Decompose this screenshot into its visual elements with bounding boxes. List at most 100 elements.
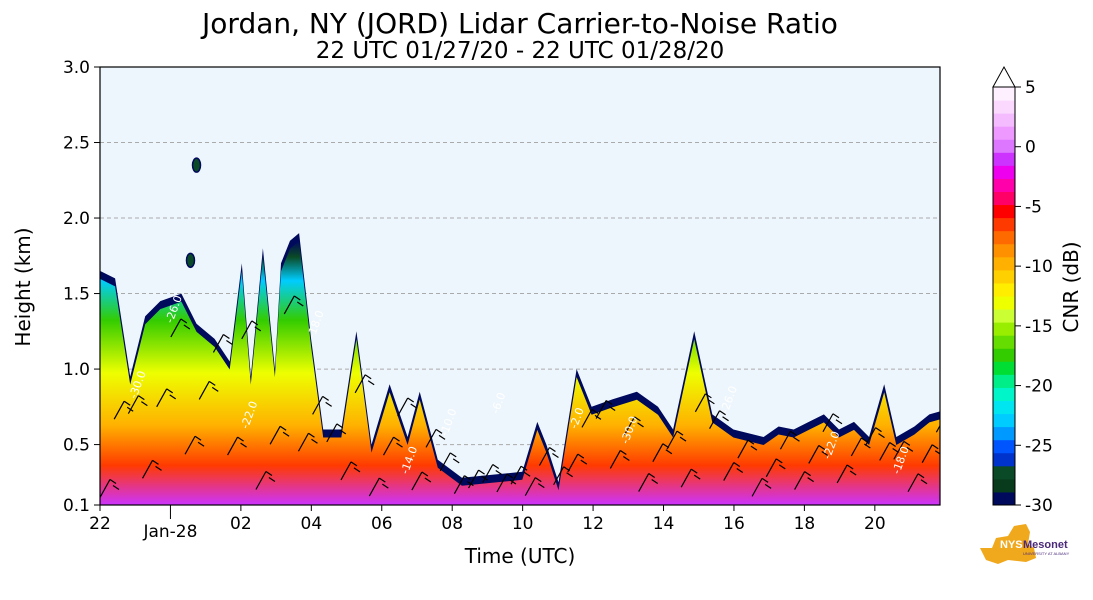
wind-barb	[623, 416, 644, 436]
wind-barb	[340, 461, 361, 481]
colorbar-tick-label: -30	[1025, 496, 1053, 516]
colorbar-tick-label: 5	[1025, 78, 1036, 98]
wind-barb	[411, 471, 432, 491]
colorbar-segment	[993, 178, 1015, 192]
wind-barb	[283, 295, 304, 315]
colorbar-tick-label: -5	[1025, 197, 1042, 217]
y-tick-label: 1.0	[63, 360, 90, 380]
wind-barb	[751, 477, 772, 497]
x-tick-label: 16	[723, 514, 745, 534]
wind-barb	[382, 436, 403, 456]
colorbar-segment	[993, 269, 1015, 284]
wind-barb	[595, 400, 616, 419]
wind-barb	[808, 444, 829, 464]
colorbar-segment	[993, 217, 1015, 232]
wind-barb	[127, 395, 148, 414]
wind-barb	[198, 380, 219, 400]
colorbar-segment	[993, 230, 1015, 245]
colorbar-segment	[993, 113, 1015, 127]
wind-barb	[439, 452, 460, 472]
wind-barb	[156, 388, 177, 408]
logo-text-mesonet: Mesonet	[1023, 539, 1068, 551]
wind-barb	[567, 453, 588, 473]
colorbar-segment	[993, 87, 1015, 101]
colorbar-segment	[993, 152, 1015, 166]
wind-barb	[312, 395, 332, 415]
y-tick-label: 0.5	[63, 436, 90, 456]
colorbar-segment	[993, 165, 1015, 179]
wind-barb	[723, 462, 744, 481]
wind-barb	[836, 464, 857, 484]
isolated-echo	[191, 157, 202, 173]
colorbar-segment	[993, 361, 1015, 375]
colorbar-segment	[993, 439, 1015, 454]
colorbar-segment	[993, 100, 1015, 114]
x-tick-label: 18	[794, 514, 816, 534]
wind-barb	[184, 435, 205, 455]
wind-barb	[666, 430, 687, 450]
x-tick-label: 02	[230, 514, 252, 534]
wind-barb	[269, 425, 290, 445]
colorbar-segment	[993, 322, 1015, 336]
colorbar-tick-label: -20	[1025, 377, 1053, 397]
colorbar-segment	[993, 452, 1015, 467]
y-axis: 0.1 0.5 1.0 1.5 2.0 2.5 3.0	[63, 58, 100, 516]
cnr-cloud-field	[100, 241, 940, 505]
wind-barb	[255, 471, 276, 490]
colorbar-segment	[993, 296, 1015, 310]
y-tick-label: 1.5	[63, 285, 90, 305]
x-tick-label: 12	[582, 514, 604, 534]
colorbar-segment	[993, 126, 1015, 140]
wind-barb	[100, 478, 120, 498]
colorbar-extend-triangle	[992, 65, 1016, 88]
wind-barb	[482, 463, 503, 483]
colorbar-segment	[993, 348, 1015, 362]
wind-barb	[326, 423, 347, 443]
colorbar: 5 0 -5 -10 -15 -20 -25 -30	[992, 65, 1053, 516]
colorbar-tick-label: -25	[1025, 436, 1053, 456]
wind-barb	[170, 318, 191, 338]
wind-barb	[921, 444, 940, 464]
colorbar-frame	[992, 86, 1016, 506]
colorbar-segment	[993, 309, 1015, 323]
colorbar-tick-label: -10	[1025, 257, 1053, 277]
colorbar-segment	[993, 374, 1015, 388]
colorbar-segment	[993, 191, 1015, 206]
wind-barb	[241, 320, 262, 340]
wind-barb	[893, 440, 914, 460]
wind-barb	[609, 449, 630, 469]
isolated-echo	[185, 252, 196, 269]
wind-barb	[935, 424, 940, 433]
wind-barb	[354, 374, 375, 394]
y-tick-label: 0.1	[63, 496, 90, 516]
x-tick-label: 14	[653, 514, 675, 534]
colorbar-segment	[993, 465, 1015, 480]
wind-barb	[907, 473, 928, 493]
wind-barb	[397, 397, 418, 417]
colorbar-segment	[993, 400, 1015, 415]
wind-barb	[524, 477, 545, 496]
wind-barbs	[100, 295, 940, 498]
x-tick-label: 22	[89, 514, 111, 534]
colorbar-label: CNR (dB)	[1059, 241, 1083, 332]
wind-barb	[297, 432, 318, 452]
colorbar-tick-label: -15	[1025, 317, 1053, 337]
colorbar-segment	[993, 335, 1015, 349]
colorbar-segment	[993, 282, 1015, 297]
wind-barb	[142, 459, 162, 479]
wind-barb	[368, 477, 389, 497]
wind-barb	[581, 408, 602, 428]
chart-title: Jordan, NY (JORD) Lidar Carrier-to-Noise…	[200, 7, 838, 40]
colorbar-segment	[993, 478, 1015, 493]
colorbar-segment	[993, 243, 1015, 258]
wind-barb	[425, 428, 446, 448]
wind-barb	[850, 437, 871, 457]
x-tick-label: 04	[301, 514, 323, 534]
logo-text-nys: NYS	[1000, 539, 1023, 551]
wind-barb	[822, 413, 843, 433]
colorbar-segment	[993, 139, 1015, 153]
wind-barb	[709, 410, 729, 430]
x-tick-label: 06	[371, 514, 393, 534]
y-tick-label: 2.5	[63, 134, 90, 154]
